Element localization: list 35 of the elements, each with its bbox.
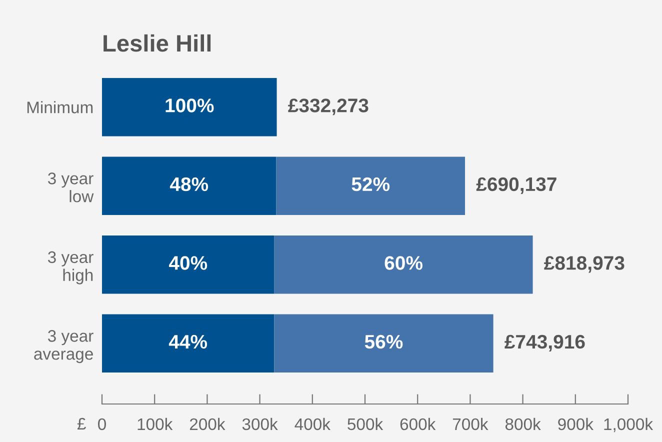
bar	[276, 156, 466, 216]
annotation: 60%	[384, 256, 422, 270]
annotation: 56%	[364, 334, 403, 349]
y-tick-label: 3 year low	[48, 172, 94, 202]
x-tick-label: 1,000k	[604, 418, 654, 432]
bar	[274, 236, 533, 294]
x-tick-label: 900k	[558, 418, 594, 430]
x-tick-label: 600k	[400, 418, 436, 430]
bar	[102, 78, 277, 136]
x-tick-label: 0	[98, 418, 106, 430]
total-label: £743,916	[504, 334, 585, 352]
x-tick-label: 700k	[452, 418, 488, 430]
bar	[102, 156, 276, 216]
annotation: 52%	[352, 177, 390, 192]
annotation: 44%	[168, 334, 208, 349]
bar	[102, 236, 274, 294]
y-tick-label: 3 year high	[48, 251, 94, 284]
y-tick-label: Minimum	[27, 101, 93, 114]
x-tick-label: 100k	[138, 418, 173, 430]
x-axis-title: £	[77, 418, 86, 430]
x-tick-label: 400k	[294, 418, 330, 430]
annotation: 40%	[168, 256, 208, 270]
annotation: 100%	[166, 98, 214, 112]
chart-title: Leslie Hill	[104, 34, 211, 52]
x-tick-label: 300k	[242, 418, 278, 430]
total-label: £690,137	[476, 177, 556, 194]
total-label: £332,273	[288, 98, 368, 116]
bar	[102, 314, 274, 373]
x-tick-label: 200k	[190, 418, 226, 430]
total-label: £818,973	[544, 256, 624, 273]
x-tick-label: 800k	[505, 418, 541, 430]
bar	[274, 314, 494, 373]
x-tick-label: 500k	[348, 418, 384, 430]
annotation: 48%	[170, 177, 208, 192]
y-tick-label: 3 year average	[34, 330, 94, 364]
